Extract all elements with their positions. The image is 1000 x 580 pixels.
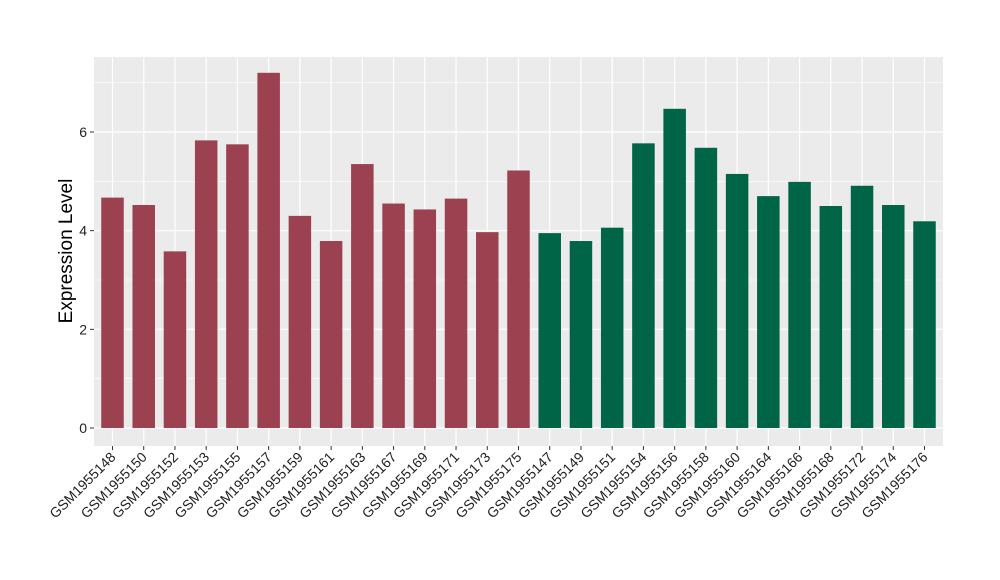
bar-GSM1955168: [819, 206, 843, 428]
bar-GSM1955175: [507, 170, 530, 429]
x-axis: GSM1955148GSM1955150GSM1955152GSM1955153…: [46, 446, 931, 521]
bar-GSM1955174: [882, 205, 905, 428]
bar-GSM1955156: [663, 108, 686, 429]
y-tick-label: 6: [79, 124, 87, 140]
bar-GSM1955161: [319, 241, 343, 428]
bar-GSM1955169: [413, 209, 437, 428]
bar-GSM1955150: [132, 205, 155, 428]
bar-GSM1955164: [757, 196, 780, 428]
bar-GSM1955171: [444, 198, 468, 428]
bar-GSM1955151: [600, 227, 624, 428]
y-tick-label: 2: [79, 321, 87, 337]
bar-GSM1955163: [351, 164, 374, 429]
bar-layer: [101, 72, 936, 429]
bar-GSM1955147: [538, 233, 561, 428]
bar-GSM1955166: [788, 181, 811, 428]
bar-GSM1955154: [632, 143, 655, 428]
bar-GSM1955172: [850, 185, 874, 428]
bar-GSM1955157: [257, 72, 280, 429]
bar-GSM1955149: [569, 241, 593, 428]
y-axis-title: Expression Level: [56, 179, 77, 324]
y-tick-label: 4: [79, 223, 87, 239]
bar-GSM1955153: [194, 140, 218, 429]
y-axis: 0 2 4 6: [79, 124, 94, 436]
bar-GSM1955158: [694, 147, 718, 428]
bar-GSM1955176: [913, 221, 936, 428]
bar-GSM1955159: [288, 215, 312, 428]
bar-GSM1955155: [226, 144, 249, 429]
bar-GSM1955167: [382, 203, 405, 428]
bar-GSM1955148: [101, 197, 124, 428]
y-tick-label: 0: [79, 420, 87, 436]
bar-GSM1955152: [163, 251, 187, 428]
bar-GSM1955160: [725, 173, 749, 428]
bar-GSM1955173: [476, 232, 499, 428]
